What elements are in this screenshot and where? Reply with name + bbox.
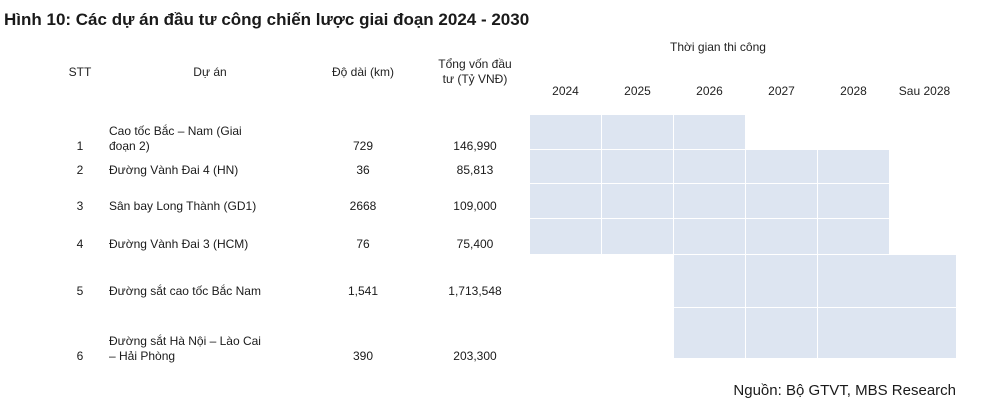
- project-name-line1: Sân bay Long Thành (GD1): [109, 199, 257, 213]
- project-name-line1: Đường sắt Hà Nội – Lào Cai: [109, 334, 261, 348]
- gantt-cell: [602, 115, 674, 150]
- row-capital: 203,300: [453, 349, 497, 363]
- gantt-cell: [746, 184, 818, 219]
- year-header-2: 2026: [696, 84, 723, 98]
- header-project: Dự án: [193, 65, 227, 79]
- row-project-name: Đường sắt Hà Nội – Lào Cai – Hải Phòng: [109, 334, 319, 364]
- row-capital: 146,990: [453, 139, 497, 153]
- project-name-line1: Đường Vành Đai 3 (HCM): [109, 237, 249, 251]
- row-capital: 1,713,548: [448, 284, 502, 298]
- gantt-cell: [530, 219, 602, 255]
- gantt-cell: [746, 308, 818, 359]
- gantt-cell: [818, 255, 890, 308]
- gantt-cell: [602, 184, 674, 219]
- gantt-cell: [818, 308, 890, 359]
- row-project-name: Đường Vành Đai 4 (HN): [109, 163, 319, 178]
- row-project-name: Đường Vành Đai 3 (HCM): [109, 237, 319, 252]
- gantt-cell: [746, 255, 818, 308]
- figure-title: Hình 10: Các dự án đầu tư công chiến lượ…: [4, 10, 530, 29]
- header-length: Độ dài (km): [331, 65, 394, 79]
- gantt-cell: [530, 184, 602, 219]
- gantt-cell: [530, 115, 602, 150]
- header-stt: STT: [68, 65, 92, 79]
- row-project-name: Cao tốc Bắc – Nam (Giai đoạn 2): [109, 124, 319, 154]
- row-capital: 109,000: [453, 199, 497, 213]
- row-stt: 2: [76, 163, 84, 177]
- project-name-line1: Đường Vành Đai 4 (HN): [109, 163, 239, 177]
- gantt-cell: [674, 150, 746, 184]
- project-name-line1: Đường sắt cao tốc Bắc Nam: [109, 284, 261, 298]
- gantt-cell: [818, 184, 890, 219]
- gantt-cell: [746, 150, 818, 184]
- row-stt: 5: [76, 284, 84, 298]
- gantt-cell: [674, 255, 746, 308]
- year-header-4: 2028: [840, 84, 867, 98]
- gantt-cell: [889, 255, 957, 308]
- gantt-cell: [889, 308, 957, 359]
- row-stt: 6: [76, 349, 84, 363]
- gantt-cell: [818, 150, 890, 184]
- row-length: 2668: [349, 199, 377, 213]
- row-capital: 85,813: [456, 163, 494, 177]
- row-stt: 4: [76, 237, 84, 251]
- header-capital-line1: Tổng vốn đầu: [438, 57, 512, 71]
- row-length: 76: [356, 237, 370, 251]
- gantt-cell: [530, 150, 602, 184]
- project-name-line2: – Hải Phòng: [109, 349, 176, 363]
- gantt-cell: [746, 219, 818, 255]
- gantt-cell: [818, 219, 890, 255]
- row-stt: 3: [76, 199, 84, 213]
- header-schedule: Thời gian thi công: [670, 40, 766, 54]
- header-capital-line2: tư (Tỷ VNĐ): [442, 72, 508, 86]
- row-length: 390: [352, 349, 374, 363]
- gantt-cell: [674, 219, 746, 255]
- row-capital: 75,400: [456, 237, 494, 251]
- gantt-cell: [674, 115, 746, 150]
- year-header-1: 2025: [624, 84, 651, 98]
- gantt-cell: [602, 219, 674, 255]
- project-name-line2: đoạn 2): [109, 139, 150, 153]
- year-header-0: 2024: [552, 84, 579, 98]
- project-name-line1: Cao tốc Bắc – Nam (Giai: [109, 124, 242, 138]
- year-header-3: 2027: [768, 84, 795, 98]
- row-length: 36: [356, 163, 370, 177]
- row-project-name: Sân bay Long Thành (GD1): [109, 199, 319, 214]
- row-stt: 1: [76, 139, 84, 153]
- source-note: Nguồn: Bộ GTVT, MBS Research: [733, 382, 956, 399]
- row-length: 1,541: [347, 284, 379, 298]
- header-capital: Tổng vốn đầu tư (Tỷ VNĐ): [425, 57, 525, 87]
- row-project-name: Đường sắt cao tốc Bắc Nam: [109, 284, 319, 299]
- gantt-cell: [602, 150, 674, 184]
- gantt-cell: [674, 308, 746, 359]
- gantt-cell: [674, 184, 746, 219]
- row-length: 729: [352, 139, 374, 153]
- year-header-5: Sau 2028: [898, 84, 951, 98]
